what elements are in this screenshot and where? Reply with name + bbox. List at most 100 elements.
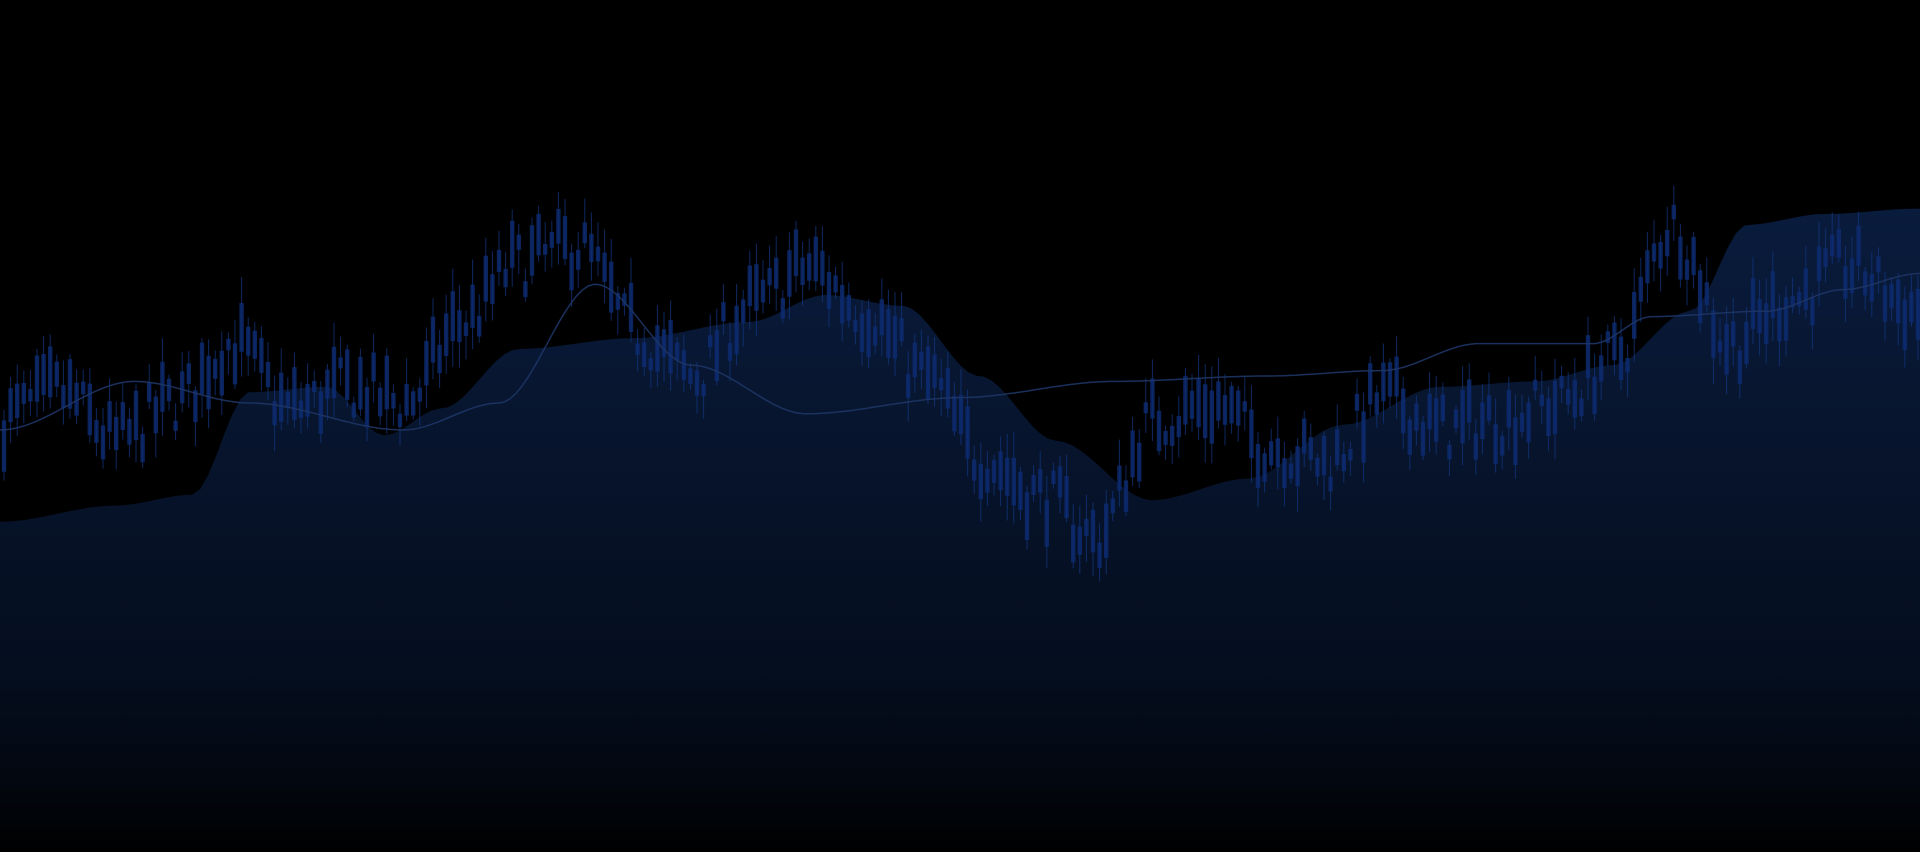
candle-body-131 <box>866 309 871 358</box>
candle-body-283 <box>1869 274 1874 302</box>
candle-body-67 <box>444 313 449 356</box>
candle-body-52 <box>345 349 350 400</box>
candle-body-210 <box>1387 362 1393 397</box>
candle-body-259 <box>1711 310 1716 358</box>
candle-body-79 <box>523 281 528 298</box>
candle-body-234 <box>1546 398 1551 436</box>
candle-body-123 <box>813 236 818 282</box>
candle-body-154 <box>1018 471 1023 510</box>
candle-body-112 <box>741 299 746 323</box>
candle-body-155 <box>1024 492 1030 540</box>
candle-body-226 <box>1493 424 1498 465</box>
candle-body-132 <box>873 326 878 346</box>
candle-body-231 <box>1526 402 1531 443</box>
candle-body-200 <box>1321 435 1327 476</box>
candle-body-177 <box>1170 425 1175 446</box>
candle-body-56 <box>371 352 376 382</box>
candle-body-5 <box>34 355 40 402</box>
candle-body-275 <box>1816 246 1822 281</box>
candle-body-40 <box>265 362 271 388</box>
candle-body-63 <box>417 387 422 402</box>
candle-body-185 <box>1222 395 1228 425</box>
candle-body-30 <box>199 342 205 395</box>
candle-body-243 <box>1605 331 1610 343</box>
candle-body-270 <box>1783 297 1789 341</box>
candle-body-176 <box>1163 430 1168 445</box>
candle-body-212 <box>1401 388 1406 434</box>
candle-body-207 <box>1368 363 1373 405</box>
candle-body-219 <box>1447 444 1452 460</box>
candle-body-169 <box>1117 465 1122 491</box>
candle-body-248 <box>1638 276 1643 302</box>
candle-body-286 <box>1889 283 1894 309</box>
candle-body-187 <box>1236 390 1241 426</box>
candle-body-130 <box>859 313 865 352</box>
candle-body-145 <box>958 394 964 435</box>
candle-body-58 <box>384 355 389 410</box>
candle-body-38 <box>252 330 257 359</box>
candle-body-136 <box>899 318 904 342</box>
candle-body-204 <box>1348 449 1353 461</box>
candle-body-189 <box>1249 409 1254 459</box>
candle-body-75 <box>496 249 502 272</box>
candle-body-107 <box>708 335 713 348</box>
candle-body-152 <box>1005 457 1010 496</box>
candle-body-273 <box>1803 268 1808 310</box>
candle-body-250 <box>1651 243 1657 262</box>
candle-body-153 <box>1011 457 1016 506</box>
candle-body-193 <box>1275 438 1280 468</box>
candle-body-146 <box>965 406 970 459</box>
candle-body-106 <box>701 384 706 397</box>
candle-body-157 <box>1038 468 1043 493</box>
candle-body-282 <box>1863 271 1868 296</box>
candle-body-134 <box>886 308 891 358</box>
candle-body-256 <box>1691 236 1696 276</box>
candle-body-72 <box>477 315 482 337</box>
candle-body-174 <box>1150 378 1155 419</box>
candle-body-91 <box>602 252 607 282</box>
candle-body-230 <box>1519 412 1525 432</box>
candle-body-6 <box>41 354 46 395</box>
candle-body-170 <box>1123 480 1129 512</box>
candle-body-224 <box>1480 402 1485 440</box>
candle-body-16 <box>107 401 112 432</box>
candle-body-95 <box>628 282 634 332</box>
candle-body-232 <box>1533 379 1538 391</box>
candle-body-274 <box>1810 297 1815 326</box>
candle-body-281 <box>1856 225 1861 266</box>
candle-body-199 <box>1315 457 1320 477</box>
candle-body-3 <box>21 383 26 404</box>
candle-body-165 <box>1090 509 1096 553</box>
candle-body-65 <box>430 316 436 363</box>
candle-body-118 <box>780 298 785 319</box>
candle-body-121 <box>800 257 805 285</box>
candle-body-218 <box>1440 394 1445 422</box>
candle-body-137 <box>906 374 911 398</box>
candle-body-150 <box>991 460 997 484</box>
candle-body-87 <box>576 249 581 270</box>
candle-body-211 <box>1394 356 1399 397</box>
candle-body-245 <box>1618 336 1624 381</box>
candle-body-217 <box>1434 398 1439 442</box>
candle-body-163 <box>1077 526 1082 555</box>
candle-body-48 <box>318 391 323 434</box>
candle-body-183 <box>1209 390 1214 444</box>
candle-body-213 <box>1407 419 1412 455</box>
candle-body-82 <box>543 244 548 255</box>
candle-body-124 <box>820 250 825 286</box>
candle-body-103 <box>681 350 686 380</box>
candle-body-7 <box>48 346 53 398</box>
candle-body-125 <box>826 272 832 309</box>
candle-body-161 <box>1064 476 1069 519</box>
candle-body-23 <box>153 396 158 434</box>
candle-body-35 <box>232 343 238 385</box>
candle-body-144 <box>952 395 957 432</box>
candle-body-156 <box>1031 475 1036 495</box>
candle-body-12 <box>81 381 86 395</box>
candle-body-267 <box>1764 303 1769 344</box>
candle-body-203 <box>1341 453 1346 472</box>
candle-body-194 <box>1282 458 1287 489</box>
candle-body-151 <box>998 451 1003 490</box>
candle-body-251 <box>1658 241 1663 269</box>
